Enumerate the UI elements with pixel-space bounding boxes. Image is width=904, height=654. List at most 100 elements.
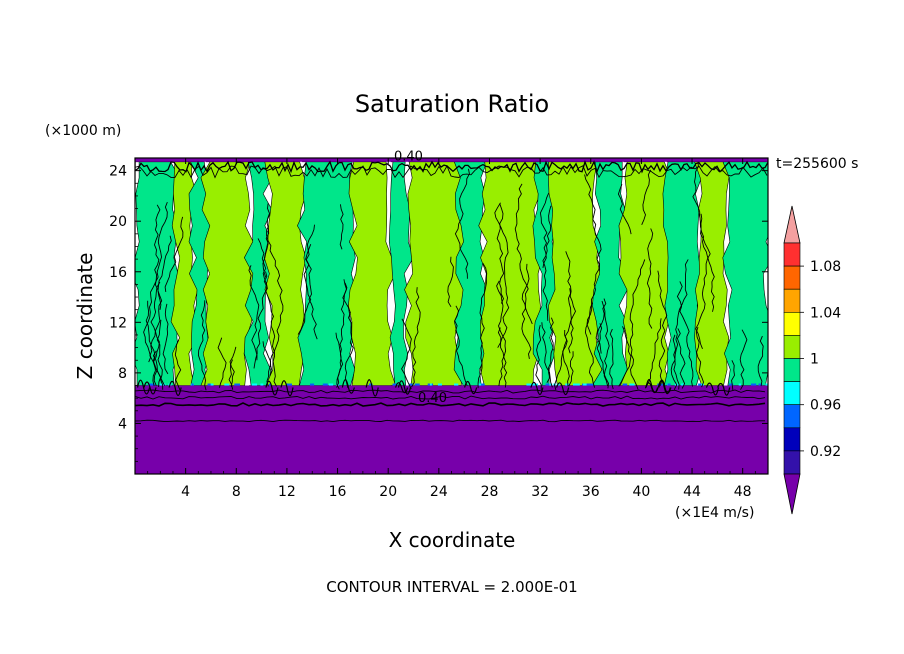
contour-line bbox=[174, 339, 182, 391]
contour-line bbox=[135, 402, 766, 407]
interface-speck bbox=[667, 383, 671, 386]
contour-line bbox=[162, 303, 169, 375]
contour-line bbox=[297, 224, 315, 335]
contour-line bbox=[497, 327, 508, 388]
x-axis-label: X coordinate bbox=[389, 528, 516, 552]
colorbar-label: 1 bbox=[810, 352, 819, 368]
interface-speck bbox=[583, 383, 589, 386]
y-tick-label: 12 bbox=[109, 315, 127, 331]
colorbar-bin bbox=[783, 311, 801, 336]
contour-line bbox=[670, 334, 678, 391]
interface-speck bbox=[586, 383, 591, 386]
colorbar-bottom-arrow bbox=[783, 473, 801, 515]
contour-line bbox=[143, 381, 157, 395]
contour-line bbox=[494, 202, 510, 348]
colorbar-bin bbox=[783, 450, 801, 475]
y-tick-label: 16 bbox=[109, 265, 127, 281]
colorbar-bin bbox=[783, 381, 801, 406]
column-band bbox=[453, 161, 488, 386]
contour-line bbox=[692, 161, 715, 312]
contour-line bbox=[496, 280, 507, 386]
contour-line bbox=[365, 379, 379, 397]
x-tick-label: 4 bbox=[181, 484, 190, 500]
x-tick-label: 40 bbox=[632, 484, 650, 500]
colorbar-label: 0.96 bbox=[810, 398, 841, 414]
contour-field bbox=[135, 158, 768, 474]
contour-line bbox=[757, 335, 764, 387]
contour-line bbox=[464, 380, 478, 395]
x-tick-label: 44 bbox=[683, 484, 701, 500]
interface-speck bbox=[224, 383, 230, 386]
contour-line bbox=[168, 380, 182, 397]
column-band bbox=[548, 161, 603, 386]
colorbar-label: 0.92 bbox=[810, 444, 841, 460]
colorbar-bin bbox=[783, 242, 801, 267]
contour-line bbox=[156, 319, 164, 390]
contour-line bbox=[266, 225, 284, 376]
contour-line bbox=[596, 298, 607, 354]
contour-line bbox=[401, 318, 412, 390]
interface-speck bbox=[572, 383, 578, 386]
contour-line bbox=[265, 380, 279, 396]
contour-line bbox=[496, 203, 505, 304]
top-dry-layer bbox=[135, 158, 768, 162]
interface-speck bbox=[286, 383, 292, 386]
x-tick-label: 36 bbox=[582, 484, 600, 500]
contour-line bbox=[197, 300, 207, 391]
colorbar-bin bbox=[783, 335, 801, 359]
interface-speck bbox=[454, 383, 459, 386]
interface-speck bbox=[207, 383, 212, 386]
y-tick-label: 24 bbox=[109, 164, 127, 180]
x-tick-label: 8 bbox=[232, 484, 241, 500]
contour-line bbox=[253, 238, 268, 369]
contour-line bbox=[135, 389, 766, 394]
contour-line bbox=[695, 326, 704, 388]
contour-line bbox=[644, 318, 662, 389]
contour-line bbox=[447, 256, 454, 308]
contour-line bbox=[305, 244, 318, 340]
colorbar-top-arrow bbox=[783, 205, 801, 244]
column-band bbox=[722, 161, 768, 386]
interface-speck bbox=[758, 383, 763, 386]
contour-line bbox=[145, 300, 158, 386]
contour-line bbox=[135, 160, 768, 174]
interface-speck bbox=[738, 383, 741, 386]
contour-line bbox=[618, 326, 632, 387]
interface-speck bbox=[410, 383, 414, 386]
interface-speck bbox=[576, 383, 580, 386]
interface-speck bbox=[251, 383, 258, 386]
contour-line bbox=[149, 235, 172, 386]
chart-title: Saturation Ratio bbox=[355, 90, 549, 118]
x-axis: 4 8 12 16 20 24 28 32 36 40 44 48 bbox=[147, 158, 756, 500]
contour-line bbox=[411, 287, 421, 388]
contour-line bbox=[217, 337, 227, 388]
contour-line bbox=[154, 204, 162, 310]
interface-speck bbox=[629, 383, 635, 386]
contour-line bbox=[135, 419, 765, 423]
contour-line bbox=[676, 281, 694, 387]
interface-speck bbox=[765, 383, 768, 386]
lower-dry-layer bbox=[135, 385, 768, 474]
interface-speck bbox=[408, 383, 411, 386]
interface-speck bbox=[328, 383, 334, 386]
interface-speck bbox=[681, 383, 684, 386]
interface-speck bbox=[698, 383, 703, 386]
x-tick-label: 28 bbox=[481, 484, 499, 500]
interface-speck bbox=[530, 383, 536, 386]
contour-line bbox=[641, 169, 652, 225]
contour-line bbox=[135, 395, 766, 400]
interface-speck bbox=[728, 383, 734, 386]
contour-line bbox=[539, 192, 550, 268]
contour-line bbox=[657, 270, 668, 386]
contour-line bbox=[477, 262, 488, 389]
contour-line bbox=[645, 379, 659, 393]
column-band bbox=[263, 161, 307, 386]
interface-speck bbox=[147, 383, 154, 386]
interface-speck bbox=[477, 383, 484, 386]
contour-line bbox=[135, 164, 768, 179]
interface-speck bbox=[549, 383, 553, 386]
colorbar-bin bbox=[783, 265, 801, 290]
x-units-label: (×1E4 m/s) bbox=[675, 505, 754, 521]
interface-speck bbox=[210, 383, 214, 386]
